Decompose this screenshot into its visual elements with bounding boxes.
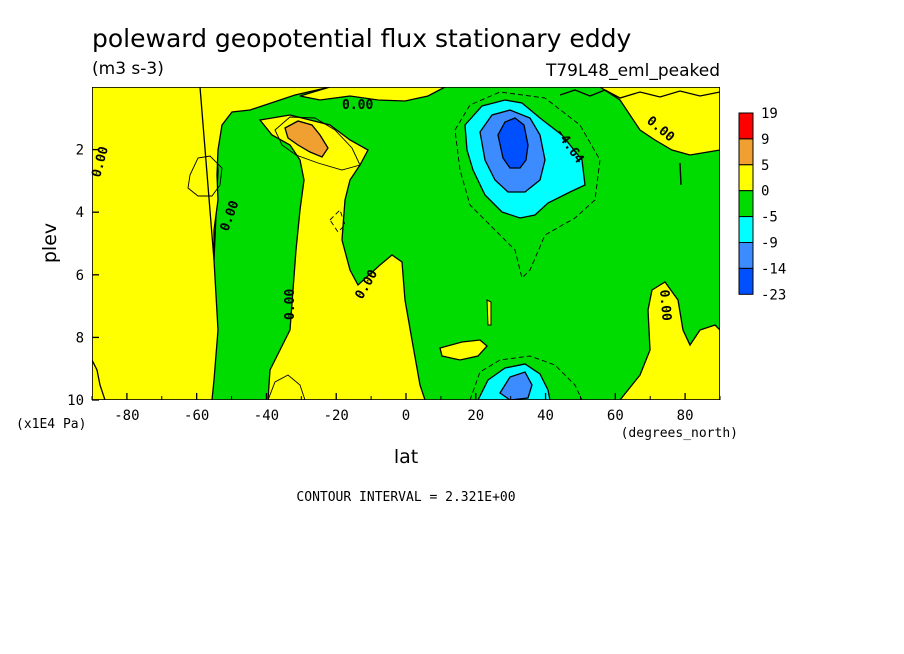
x-tick-label: 60 (607, 408, 624, 424)
x-tick-label: 0 (402, 408, 410, 424)
chart-title: poleward geopotential flux stationary ed… (92, 24, 631, 53)
pos-contour-a (187, 155, 223, 197)
thin-positive-tongue (486, 299, 492, 326)
y-axis: 2 4 6 8 10 (67, 143, 99, 409)
colorbar-label: 5 (761, 158, 769, 174)
x-tick-label: 20 (467, 408, 484, 424)
colorbar-swatch (738, 190, 754, 218)
x-tick-label: -80 (114, 408, 139, 424)
pos-contour-c (267, 374, 306, 400)
positive-region-north-lower (619, 281, 720, 400)
experiment-label: T79L48_eml_peaked (545, 61, 720, 81)
thin-contour-north (679, 162, 682, 186)
positive-region-south-inner (199, 87, 331, 261)
x-axis-title: lat (394, 446, 418, 468)
neg-contour-c (329, 209, 346, 233)
y-tick-label: 10 (67, 393, 84, 409)
top-jagged-contour (559, 89, 720, 99)
colorbar: 19 9 5 0 -5 -9 -14 -23 (738, 106, 786, 303)
positive-region-low-sub (439, 339, 488, 361)
positive-region-upper-mid (299, 87, 446, 102)
colorbar-label: 19 (761, 106, 778, 122)
colorbar-swatch (738, 216, 754, 244)
x-tick-label: -60 (184, 408, 209, 424)
y-tick-label: 4 (76, 205, 84, 221)
colorbar-label: -9 (761, 236, 778, 252)
colorbar-label: 0 (761, 184, 769, 200)
x-axis: -80 -60 -40 -20 0 20 40 60 80 (91, 393, 721, 424)
positive-region-south (92, 87, 219, 400)
colorbar-swatch (738, 267, 754, 295)
positive-region-south-low (92, 359, 106, 400)
chart-units: (m3 s-3) (92, 59, 164, 79)
contour-label: 0.00 (283, 289, 298, 320)
colorbar-label: -23 (761, 287, 786, 303)
contour-label: 0.00 (342, 98, 373, 113)
y-axis-title: plev (39, 223, 61, 263)
colorbar-swatch (738, 138, 754, 166)
y-tick-label: 2 (76, 143, 84, 159)
pos-contour-b (274, 116, 361, 171)
y-tick-label: 6 (76, 268, 84, 284)
min-region-28N (497, 117, 529, 169)
colorbar-swatch (738, 112, 754, 140)
colorbar-swatch (738, 242, 754, 269)
x-tick-label: 40 (537, 408, 554, 424)
colorbar-label: -14 (761, 261, 786, 277)
x-tick-label: 80 (677, 408, 694, 424)
max-region-30S (284, 120, 329, 158)
plot-area: 0.00 0.00 0.00 0.00 0.00 0.00 0.00 -4.64 (89, 87, 720, 400)
x-tick-label: -20 (324, 408, 349, 424)
y-tick-label: 8 (76, 330, 84, 346)
colorbar-label: 9 (761, 132, 769, 148)
colorbar-swatch (738, 164, 754, 192)
x-tick-label: -40 (254, 408, 279, 424)
y-axis-units: (x1E4 Pa) (16, 417, 86, 432)
negative-region-surface-mid (499, 371, 533, 400)
neg-contour-a (454, 91, 601, 279)
contour-label: 0.00 (656, 289, 674, 322)
x-axis-units: (degrees_north) (621, 426, 738, 441)
contour-interval: CONTOUR INTERVAL = 2.321E+00 (296, 490, 515, 505)
positive-region-subtropics (258, 114, 426, 400)
colorbar-label: -5 (761, 210, 778, 226)
neg-contour-b (469, 355, 583, 400)
positive-region-north-upper (598, 87, 720, 156)
